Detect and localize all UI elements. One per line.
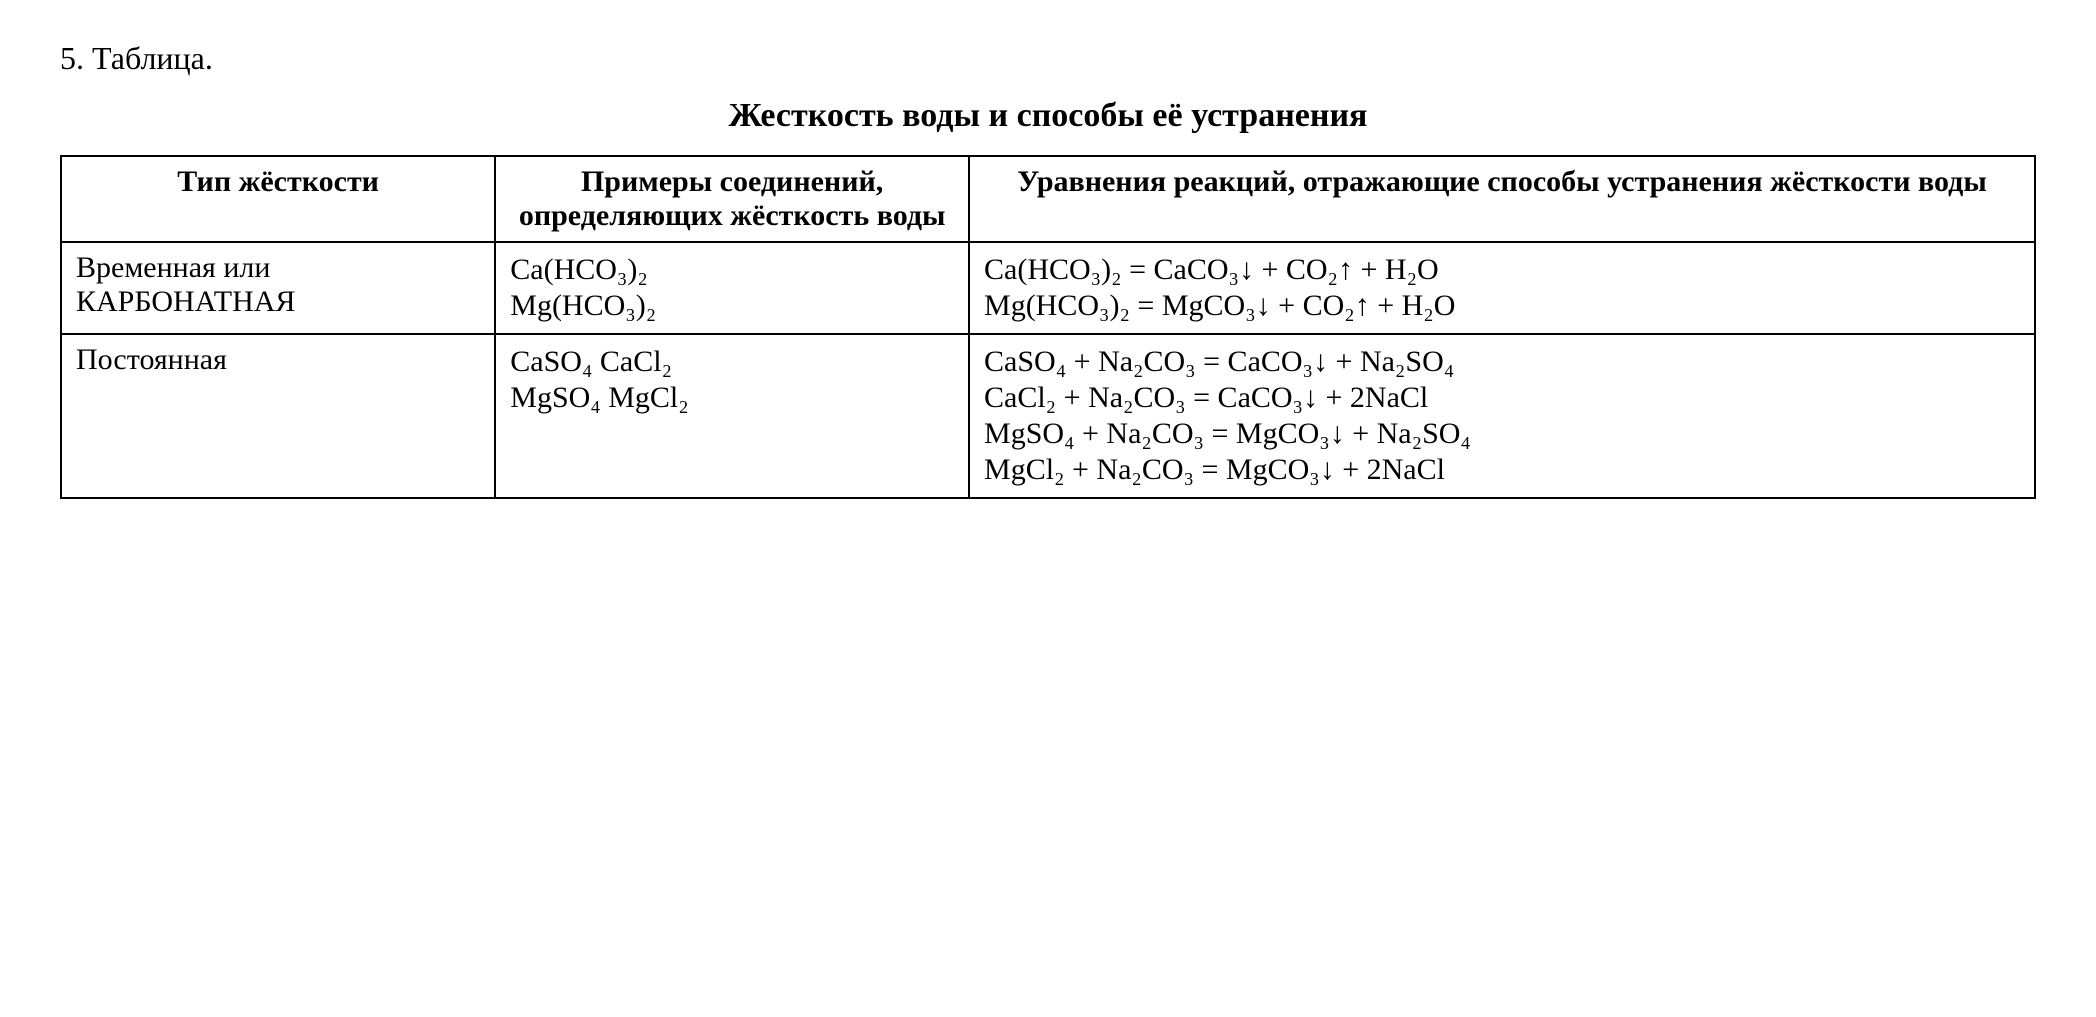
compound-text: CaSO₄ CaCl₂ xyxy=(510,345,954,379)
cell-type: Постоянная xyxy=(61,334,495,498)
table-header-row: Тип жёсткости Примеры соединений, опреде… xyxy=(61,156,2035,242)
equation-text: CaCl₂ + Na₂CO₃ = CaCO₃↓ + 2NaCl xyxy=(984,381,2020,415)
equation-text: Ca(HCO₃)₂ = CaCO₃↓ + CO₂↑ + H₂O xyxy=(984,253,2020,287)
equation-text: CaSO₄ + Na₂CO₃ = CaCO₃↓ + Na₂SO₄ xyxy=(984,345,2020,379)
cell-compounds: CaSO₄ CaCl₂ MgSO₄ MgCl₂ xyxy=(495,334,969,498)
equation-text: Mg(HCO₃)₂ = MgCO₃↓ + CO₂↑ + H₂O xyxy=(984,289,2020,323)
header-type: Тип жёсткости xyxy=(61,156,495,242)
table-title: Жесткость воды и способы её устранения xyxy=(60,97,2036,135)
type-text: Временная или xyxy=(76,251,480,285)
header-compounds: Примеры соединений, определяющих жёсткос… xyxy=(495,156,969,242)
compound-text: MgSO₄ MgCl₂ xyxy=(510,381,954,415)
header-equations: Уравнения реакций, отражающие способы ус… xyxy=(969,156,2035,242)
cell-compounds: Ca(HCO₃)₂ Mg(HCO₃)₂ xyxy=(495,242,969,334)
hardness-table: Тип жёсткости Примеры соединений, опреде… xyxy=(60,155,2036,499)
table-row: Временная или КАРБОНАТНАЯ Ca(HCO₃)₂ Mg(H… xyxy=(61,242,2035,334)
compound-text: Ca(HCO₃)₂ xyxy=(510,253,954,287)
type-text: КАРБОНАТНАЯ xyxy=(76,285,480,319)
exercise-label: 5. Таблица. xyxy=(60,40,2036,77)
equation-text: MgCl₂ + Na₂CO₃ = MgCO₃↓ + 2NaCl xyxy=(984,453,2020,487)
cell-type: Временная или КАРБОНАТНАЯ xyxy=(61,242,495,334)
cell-equations: CaSO₄ + Na₂CO₃ = CaCO₃↓ + Na₂SO₄ CaCl₂ +… xyxy=(969,334,2035,498)
cell-equations: Ca(HCO₃)₂ = CaCO₃↓ + CO₂↑ + H₂O Mg(HCO₃)… xyxy=(969,242,2035,334)
equation-text: MgSO₄ + Na₂CO₃ = MgCO₃↓ + Na₂SO₄ xyxy=(984,417,2020,451)
type-text: Постоянная xyxy=(76,343,480,377)
compound-text: Mg(HCO₃)₂ xyxy=(510,289,954,323)
table-row: Постоянная CaSO₄ CaCl₂ MgSO₄ MgCl₂ CaSO₄… xyxy=(61,334,2035,498)
